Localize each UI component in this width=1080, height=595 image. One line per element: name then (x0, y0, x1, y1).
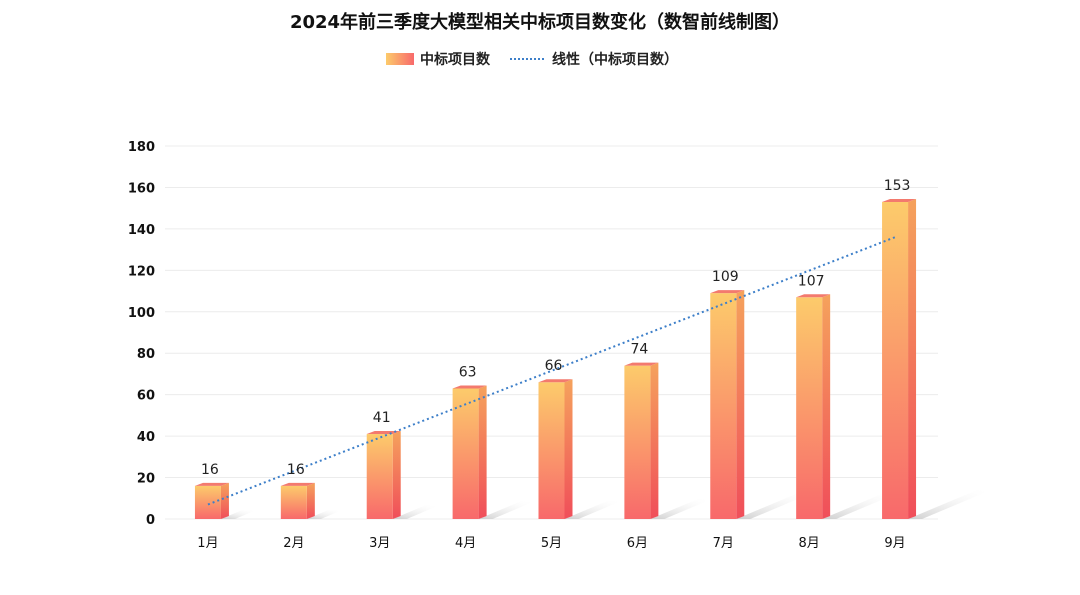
x-tick-label: 7月 (713, 536, 734, 551)
bar-cap (366, 431, 401, 435)
bar-side (392, 431, 401, 519)
x-tick-label: 5月 (541, 536, 562, 551)
bar-cap (280, 482, 315, 486)
bar-cap (194, 482, 229, 486)
x-tick-label: 1月 (197, 536, 218, 551)
bars (194, 198, 917, 519)
y-tick-label: 0 (146, 513, 155, 528)
y-tick-label: 180 (128, 140, 155, 155)
data-labels: 16 16 41 63 66 74 109 107 153 (201, 178, 910, 478)
bar-shadow (650, 499, 712, 519)
y-tick-label: 120 (128, 264, 155, 279)
data-label: 63 (459, 364, 477, 380)
bar (452, 388, 479, 519)
bar-side (478, 385, 487, 519)
data-label: 109 (712, 269, 739, 285)
y-tick-label: 40 (137, 430, 155, 445)
x-tick-label: 8月 (799, 536, 820, 551)
bar (882, 201, 909, 519)
bar-side (822, 294, 831, 519)
legend-label-bars: 中标项目数 (420, 51, 491, 68)
bar (366, 434, 393, 519)
data-label: 16 (201, 462, 219, 478)
x-tick-label: 6月 (627, 536, 648, 551)
x-tick-label: 4月 (455, 536, 476, 551)
legend-label-trend: 线性（中标项目数） (552, 51, 678, 68)
bar (280, 485, 307, 519)
x-tick-label: 9月 (884, 536, 905, 551)
bar-shadow (220, 510, 257, 519)
y-tick-label: 140 (128, 223, 155, 238)
data-label: 41 (373, 410, 391, 426)
bar-cap (710, 290, 745, 294)
bar-shadow (478, 501, 535, 519)
data-label: 66 (545, 358, 563, 374)
bar-shadow (392, 505, 440, 519)
bar-shadow (564, 500, 623, 519)
bar (538, 382, 565, 519)
bar-cap (538, 379, 573, 383)
y-tick-label: 100 (128, 306, 155, 321)
bar-shadow (306, 510, 343, 519)
bar-side (650, 362, 659, 519)
bar-shadow (908, 489, 993, 519)
bar-cap (796, 294, 831, 298)
bar (796, 297, 823, 519)
bar-side (564, 379, 573, 519)
bar-side (306, 482, 315, 519)
data-label: 107 (798, 273, 825, 289)
bar-side (908, 198, 917, 519)
y-tick-label: 20 (137, 472, 155, 487)
bar-cap (624, 362, 659, 366)
y-axis: 0 20 40 60 80 100 120 140 160 180 (128, 140, 155, 528)
bar-cap (882, 198, 917, 202)
y-tick-label: 160 (128, 181, 155, 196)
y-tick-label: 80 (137, 347, 155, 362)
legend: 中标项目数 线性（中标项目数） (386, 51, 678, 68)
bar (194, 485, 221, 519)
bar-shadow (736, 492, 814, 519)
x-tick-label: 2月 (283, 536, 304, 551)
bar-side (736, 290, 745, 519)
x-tick-label: 3月 (369, 536, 390, 551)
x-axis: 1月 2月 3月 4月 5月 6月 7月 8月 9月 (197, 536, 905, 551)
data-label: 74 (630, 342, 648, 358)
bar (710, 293, 737, 519)
bar (624, 365, 651, 519)
bar-shadows (220, 489, 993, 519)
bar-shadow (822, 492, 899, 519)
legend-swatch-bars (386, 53, 414, 65)
data-label: 153 (884, 178, 911, 194)
chart-title: 2024年前三季度大模型相关中标项目数变化（数智前线制图） (290, 11, 790, 33)
bar-side (220, 482, 229, 519)
bar-cap (452, 385, 487, 389)
y-tick-label: 60 (137, 389, 155, 404)
data-label: 16 (287, 462, 305, 478)
